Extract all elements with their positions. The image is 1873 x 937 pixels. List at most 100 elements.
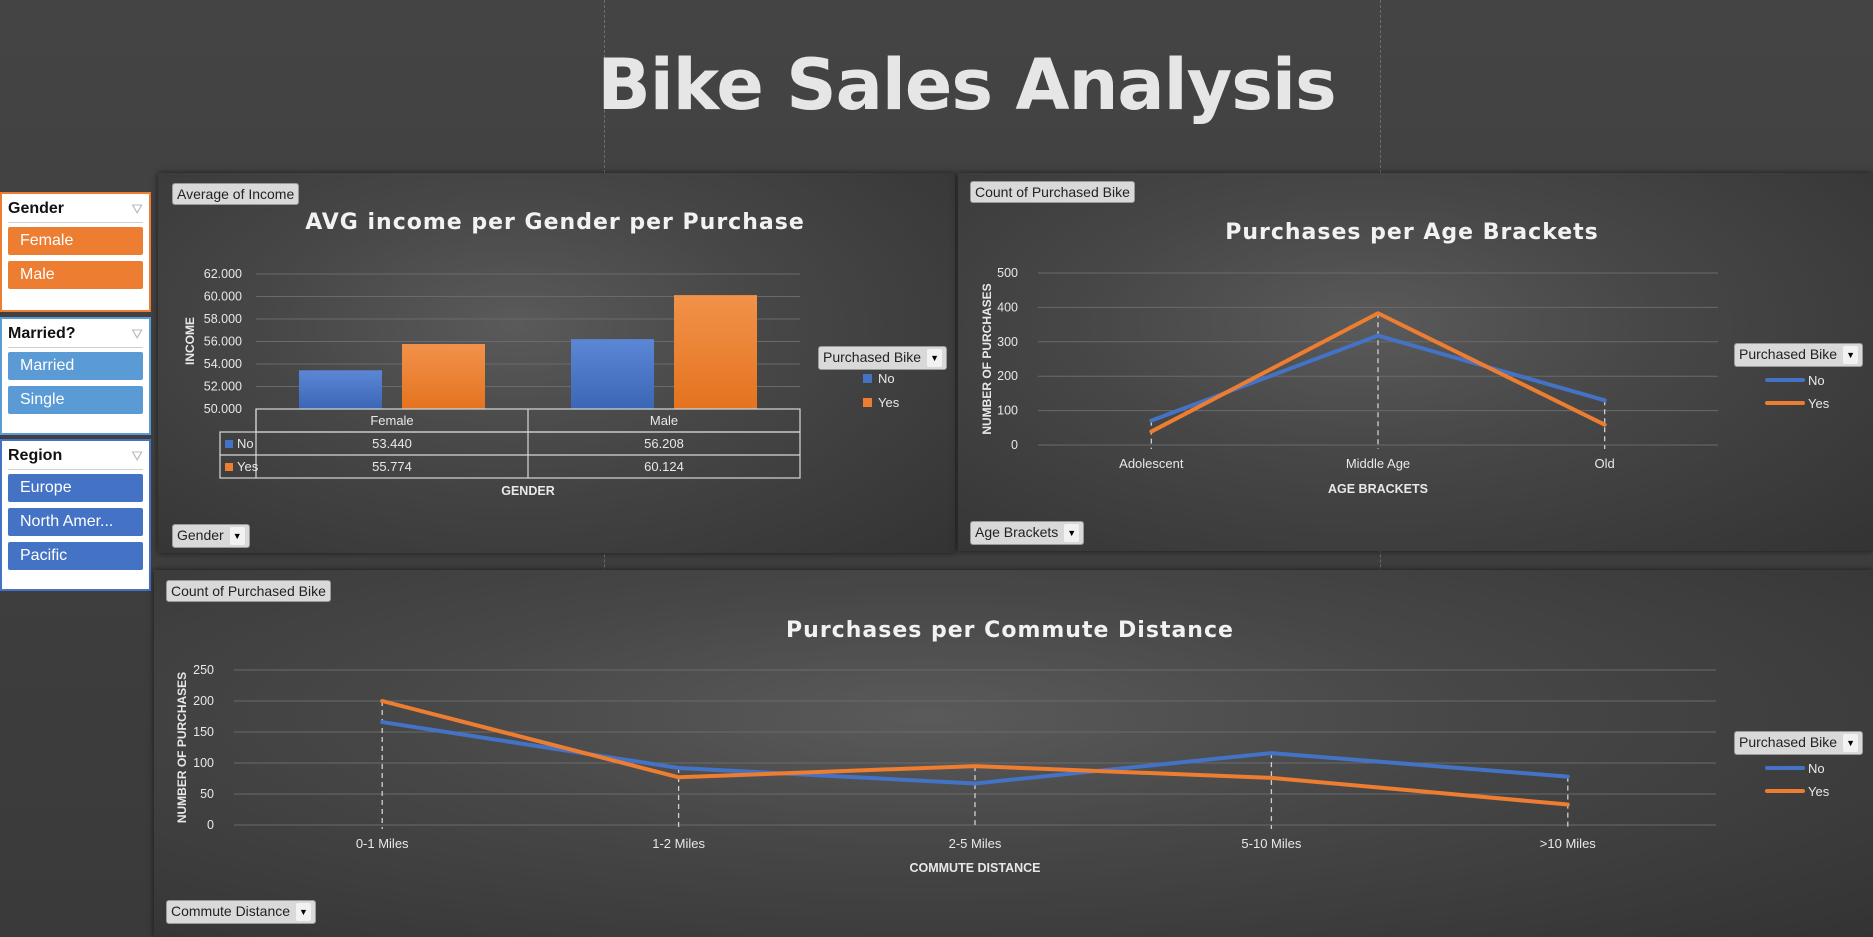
dropdown-arrow-icon[interactable]: ▼ — [229, 527, 245, 546]
slicer-title: Region — [8, 447, 63, 464]
data-table-value: 56.208 — [644, 436, 684, 451]
y-tick-label: 50.000 — [204, 402, 242, 416]
x-tick-label: Adolescent — [1119, 456, 1184, 471]
x-tick-label: Middle Age — [1346, 456, 1410, 471]
chart-purchases-per-commute[interactable]: Purchases per Commute Distance 0 50 100 150 2… — [154, 570, 1873, 937]
x-tick-label: Old — [1595, 456, 1615, 471]
slicer-item-north-america[interactable]: North Amer... — [8, 508, 143, 536]
legend-field-label: Purchased Bike — [1739, 734, 1838, 750]
dashboard-title: Bike Sales Analysis — [597, 44, 1336, 126]
value-field-button[interactable]: Count of Purchased Bike — [166, 580, 331, 602]
dropdown-arrow-icon[interactable]: ▼ — [1843, 734, 1858, 753]
chart-title: Purchases per Commute Distance — [786, 618, 1234, 643]
bar-yes-female — [402, 344, 485, 409]
y-tick-label: 60.000 — [204, 290, 242, 304]
legend-label: Yes — [1808, 784, 1830, 799]
income-chart-canvas: AVG income per Gender per Purchase 50.000… — [183, 210, 900, 498]
legend-field-label: Purchased Bike — [823, 349, 922, 365]
chart-purchases-per-age[interactable]: Purchases per Age Brackets 0 100 200 300 400 5… — [958, 173, 1873, 551]
slicer-region[interactable]: Region ⛛ Europe North Amer... Pacific — [0, 439, 151, 591]
legend-key-no — [863, 374, 872, 383]
slicer-item-married[interactable]: Married — [8, 352, 143, 380]
y-tick-label: 100 — [997, 404, 1018, 418]
axis-field-button[interactable]: Gender ▼ — [172, 524, 250, 549]
slicer-header: Gender ⛛ — [8, 196, 143, 223]
legend-key-yes — [225, 463, 233, 471]
y-tick-label: 50 — [200, 787, 214, 801]
x-tick-label: 1-2 Miles — [652, 836, 705, 851]
chart-title: AVG income per Gender per Purchase — [305, 210, 805, 235]
slicer-title: Married? — [8, 325, 76, 342]
data-table-series-label: Yes — [237, 459, 259, 474]
y-tick-label: 100 — [193, 756, 214, 770]
slicer-item-male[interactable]: Male — [8, 261, 143, 289]
slicer-item-female[interactable]: Female — [8, 227, 143, 255]
slicer-married[interactable]: Married? ⛛ Married Single — [0, 317, 151, 435]
data-table-value: 55.774 — [372, 459, 412, 474]
chart-income-per-gender[interactable]: AVG income per Gender per Purchase 50.000… — [158, 173, 955, 553]
y-tick-label: 58.000 — [204, 312, 242, 326]
series-line-yes — [1149, 311, 1607, 434]
clear-filter-icon[interactable]: ⛛ — [131, 200, 143, 217]
dropdown-arrow-icon[interactable]: ▼ — [927, 349, 942, 368]
dropdown-arrow-icon[interactable]: ▼ — [296, 903, 311, 922]
axis-field-button[interactable]: Age Brackets ▼ — [970, 521, 1085, 546]
x-tick-label: 2-5 Miles — [949, 836, 1002, 851]
value-field-button[interactable]: Average of Income — [172, 183, 300, 205]
y-tick-label: 200 — [193, 694, 214, 708]
axis-field-label: Age Brackets — [975, 524, 1059, 540]
y-tick-label: 500 — [997, 266, 1018, 280]
slicer-gender[interactable]: Gender ⛛ Female Male — [0, 192, 151, 312]
y-axis-label: NUMBER OF PURCHASES — [980, 283, 994, 434]
x-axis-label: COMMUTE DISTANCE — [909, 861, 1040, 875]
clear-filter-icon[interactable]: ⛛ — [131, 447, 143, 464]
legend-field-button[interactable]: Purchased Bike ▼ — [1734, 343, 1863, 368]
slicer-header: Married? ⛛ — [8, 321, 143, 348]
data-table-value: 60.124 — [644, 459, 684, 474]
y-tick-label: 54.000 — [204, 357, 242, 371]
legend-label: No — [1808, 373, 1825, 388]
axis-field-button[interactable]: Commute Distance ▼ — [166, 900, 316, 925]
y-tick-label: 150 — [193, 725, 214, 739]
data-table-value: 53.440 — [372, 436, 412, 451]
clear-filter-icon[interactable]: ⛛ — [131, 325, 143, 342]
y-tick-label: 400 — [997, 300, 1018, 314]
y-tick-label: 56.000 — [204, 335, 242, 349]
series-line-yes — [380, 699, 1570, 807]
legend-key-no — [225, 440, 233, 448]
bar-no-female — [299, 370, 382, 409]
axis-field-label: Gender — [177, 527, 224, 543]
bar-no-male — [571, 339, 654, 409]
legend-field-button[interactable]: Purchased Bike ▼ — [1734, 731, 1863, 756]
dropdown-arrow-icon[interactable]: ▼ — [1843, 346, 1858, 365]
legend-label: No — [878, 371, 895, 386]
series-line-no — [380, 720, 1570, 786]
x-axis-label: GENDER — [501, 484, 554, 498]
x-axis-label: AGE BRACKETS — [1328, 482, 1428, 496]
value-field-button[interactable]: Count of Purchased Bike — [970, 181, 1135, 203]
y-tick-label: 52.000 — [204, 380, 242, 394]
slicer-item-pacific[interactable]: Pacific — [8, 542, 143, 570]
slicer-item-europe[interactable]: Europe — [8, 474, 143, 502]
legend-field-button[interactable]: Purchased Bike ▼ — [818, 346, 947, 371]
x-tick-label: Female — [370, 413, 413, 428]
data-table-series-label: No — [237, 436, 254, 451]
y-tick-label: 300 — [997, 335, 1018, 349]
dropdown-arrow-icon[interactable]: ▼ — [1064, 524, 1080, 543]
x-tick-label: >10 Miles — [1540, 836, 1596, 851]
y-axis-label: INCOME — [183, 317, 197, 365]
x-tick-label: Male — [650, 413, 678, 428]
age-chart-canvas: Purchases per Age Brackets 0 100 200 300 400 5… — [980, 220, 1830, 496]
y-axis-label: NUMBER OF PURCHASES — [175, 672, 189, 823]
chart-title: Purchases per Age Brackets — [1225, 220, 1599, 245]
slicer-header: Region ⛛ — [8, 443, 143, 470]
legend-key-yes — [863, 398, 872, 407]
x-tick-label: 5-10 Miles — [1241, 836, 1301, 851]
y-tick-label: 62.000 — [204, 267, 242, 281]
axis-field-label: Commute Distance — [171, 903, 291, 919]
y-tick-label: 0 — [207, 818, 214, 832]
x-tick-label: 0-1 Miles — [356, 836, 409, 851]
slicer-item-single[interactable]: Single — [8, 386, 143, 414]
y-tick-label: 200 — [997, 369, 1018, 383]
legend-label: Yes — [878, 395, 900, 410]
